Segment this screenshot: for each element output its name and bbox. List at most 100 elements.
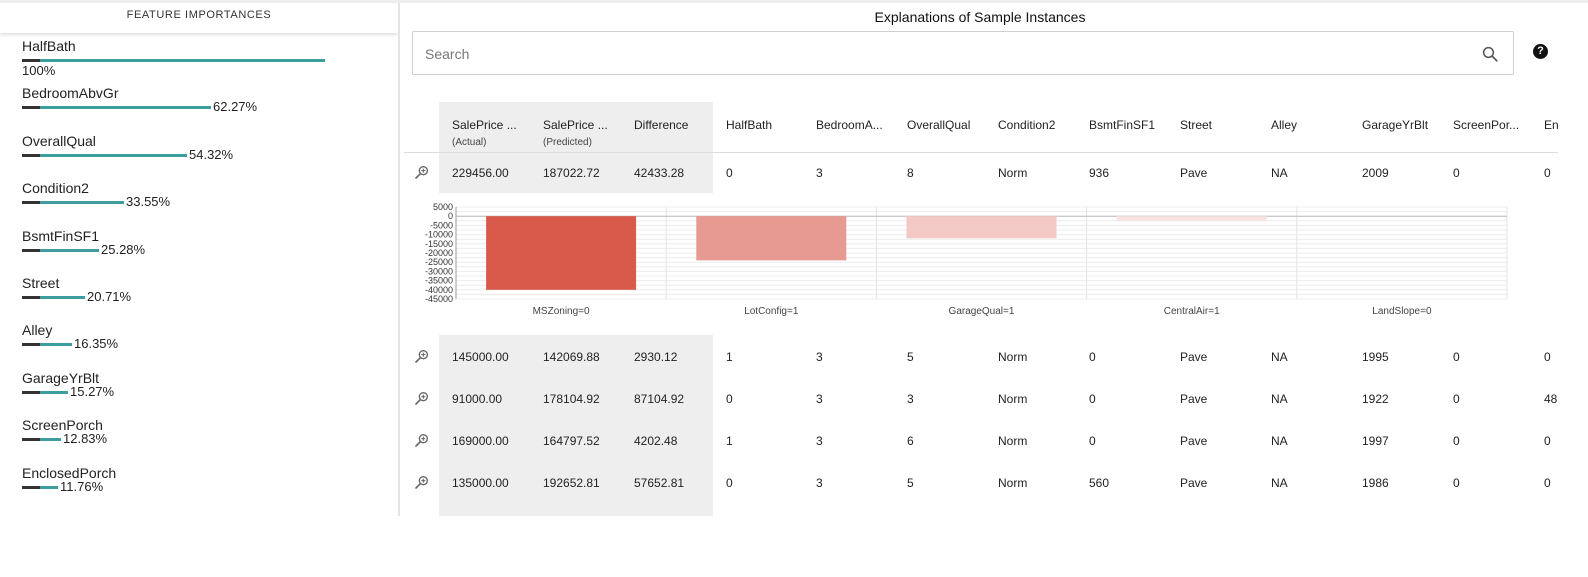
zoom-in-icon[interactable] <box>414 474 430 490</box>
search-input[interactable] <box>423 42 1467 66</box>
explanations-table: SalePrice ... (Actual) SalePrice ... (Predi… <box>404 102 1588 516</box>
search-box[interactable] <box>412 31 1514 75</box>
feature-name: ScreenPorch <box>22 417 103 434</box>
table-cell: 0 <box>1544 434 1551 448</box>
table-cell: 57652.81 <box>634 476 685 490</box>
feature-importance-item: Street 20.71% <box>22 275 382 322</box>
zoom-in-icon[interactable] <box>414 390 430 406</box>
column-subheader: (Predicted) <box>543 137 592 148</box>
importance-bar <box>22 485 58 489</box>
feature-name: Alley <box>22 322 53 339</box>
importance-percent: 12.83% <box>63 431 108 447</box>
table-cell: 1995 <box>1362 350 1389 364</box>
feature-name: BedroomAbvGr <box>22 85 119 102</box>
y-tick-label: -35000 <box>425 276 453 286</box>
feature-name: Condition2 <box>22 180 89 197</box>
feature-name: HalfBath <box>22 38 76 54</box>
table-row[interactable]: 145000.00 142069.88 2930.12 1 3 5 Norm 0 Pave NA 1… <box>404 336 1588 378</box>
table-cell: 936 <box>1089 166 1110 180</box>
column-header[interactable]: En <box>1544 118 1559 132</box>
table-cell: Pave <box>1180 166 1208 180</box>
table-cell: Norm <box>998 166 1028 180</box>
column-header[interactable]: Alley <box>1271 118 1298 132</box>
explanations-title: Explanations of Sample Instances <box>874 9 1086 25</box>
table-cell: 3 <box>816 434 823 448</box>
feature-importance-item: BedroomAbvGr 62.27% <box>22 85 382 132</box>
y-tick-label: -45000 <box>425 294 453 304</box>
feature-importances-header: FEATURE IMPORTANCES <box>0 3 398 33</box>
table-row[interactable]: 91000.00 178104.92 87104.92 0 3 3 Norm 0 Pave NA 1… <box>404 378 1588 420</box>
table-cell: 560 <box>1089 476 1110 490</box>
importance-bar <box>22 438 61 442</box>
column-header[interactable]: Condition2 <box>998 118 1056 132</box>
target-columns-bg <box>439 335 713 516</box>
table-cell: 0 <box>1453 476 1460 490</box>
importance-percent: 25.28% <box>101 241 146 257</box>
table-cell: Norm <box>998 350 1028 364</box>
table-cell: 0 <box>1453 392 1460 406</box>
column-header[interactable]: ScreenPor... <box>1453 118 1520 132</box>
column-subheader: (Actual) <box>452 137 487 148</box>
table-row[interactable]: 229456.00 187022.72 42433.28 0 3 8 Norm 936 Pave… <box>404 152 1588 194</box>
table-cell: 169000.00 <box>452 434 509 448</box>
importance-percent: 15.27% <box>70 383 115 399</box>
importance-bar <box>22 248 99 252</box>
table-cell: 1 <box>726 434 733 448</box>
table-cell: NA <box>1271 476 1288 490</box>
table-cell: 0 <box>1453 434 1460 448</box>
table-cell: 0 <box>1089 350 1096 364</box>
column-header[interactable]: OverallQual <box>907 118 971 132</box>
zoom-in-icon[interactable] <box>414 164 430 180</box>
zoom-in-icon[interactable] <box>414 348 430 364</box>
table-row[interactable]: 135000.00 192652.81 57652.81 0 3 5 Norm 560 Pave… <box>404 462 1588 504</box>
column-header[interactable]: Difference <box>634 118 689 132</box>
column-header[interactable]: GarageYrBlt <box>1362 118 1429 132</box>
table-cell: 3 <box>816 350 823 364</box>
help-icon[interactable]: ? <box>1533 44 1548 59</box>
table-cell: Pave <box>1180 392 1208 406</box>
column-header[interactable]: SalePrice ... <box>543 118 608 132</box>
table-cell: 91000.00 <box>452 392 503 406</box>
table-cell: 87104.92 <box>634 392 685 406</box>
feature-importances-panel: FEATURE IMPORTANCES HalfBath 100% BedroomA… <box>0 3 400 516</box>
importance-percent: 33.55% <box>126 194 171 210</box>
table-cell: 3 <box>816 476 823 490</box>
table-header: SalePrice ... (Actual) SalePrice ... (Predi… <box>404 102 1559 153</box>
column-header[interactable]: BsmtFinSF1 <box>1089 118 1156 132</box>
importance-percent: 16.35% <box>74 336 119 352</box>
table-cell: 5 <box>907 476 914 490</box>
feature-importance-item: OverallQual 54.32% <box>22 133 382 180</box>
feature-name: Street <box>22 274 60 291</box>
column-header[interactable]: SalePrice ... <box>452 118 517 132</box>
y-tick-label: 0 <box>448 211 453 221</box>
column-header[interactable]: Street <box>1180 118 1213 132</box>
importance-percent: 54.32% <box>189 146 234 162</box>
importance-percent: 62.27% <box>213 99 258 115</box>
top-divider <box>0 0 1588 3</box>
feature-importance-item: Alley 16.35% <box>22 322 382 369</box>
column-header[interactable]: BedroomA... <box>816 118 883 132</box>
table-cell: 42433.28 <box>634 166 685 180</box>
table-cell: Norm <box>998 392 1028 406</box>
zoom-in-icon[interactable] <box>414 432 430 448</box>
explanation-bar <box>696 216 847 261</box>
table-cell: 1997 <box>1362 434 1389 448</box>
column-header[interactable]: HalfBath <box>726 118 773 132</box>
y-tick-label: -25000 <box>425 257 453 267</box>
table-row[interactable]: 169000.00 164797.52 4202.48 1 3 6 Norm 0 Pave NA 1… <box>404 420 1588 462</box>
x-category-label: MSZoning=0 <box>533 306 590 317</box>
y-tick-label: 5000 <box>433 202 453 212</box>
search-icon[interactable] <box>1481 45 1499 63</box>
table-cell: 48 <box>1544 392 1558 406</box>
table-cell: Pave <box>1180 476 1208 490</box>
explanations-panel: Explanations of Sample Instances ? SaleP… <box>404 3 1588 516</box>
x-category-label: LotConfig=1 <box>744 306 799 317</box>
y-tick-label: -10000 <box>425 230 453 240</box>
table-cell: Norm <box>998 434 1028 448</box>
table-cell: 3 <box>816 392 823 406</box>
table-cell: 1 <box>726 350 733 364</box>
table-cell: Norm <box>998 476 1028 490</box>
table-cell: 0 <box>1453 166 1460 180</box>
table-cell: 4202.48 <box>634 434 678 448</box>
table-cell: 6 <box>907 434 914 448</box>
